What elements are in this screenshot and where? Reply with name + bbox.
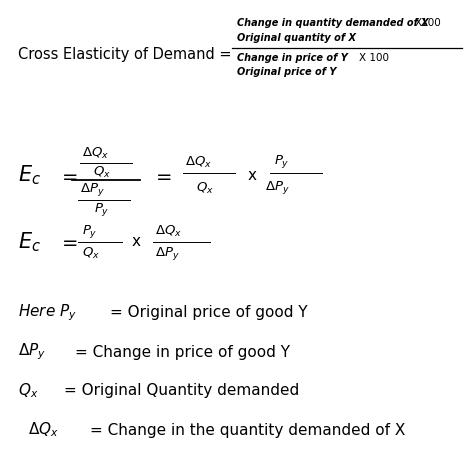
Text: $Q_x$: $Q_x$ [196, 180, 214, 195]
Text: $=$: $=$ [152, 166, 172, 185]
Text: $P_y$: $P_y$ [94, 202, 109, 219]
Text: Original quantity of X: Original quantity of X [237, 33, 356, 43]
Text: $Q_x$: $Q_x$ [93, 164, 111, 179]
Text: $Q_x$: $Q_x$ [82, 245, 100, 261]
Text: Cross Elasticity of Demand =: Cross Elasticity of Demand = [18, 48, 231, 62]
Text: $\Delta Q_x$: $\Delta Q_x$ [155, 223, 182, 238]
Text: Here $P_y$: Here $P_y$ [18, 303, 77, 323]
Text: = Change in the quantity demanded of X: = Change in the quantity demanded of X [90, 422, 405, 438]
Text: = Change in price of good Y: = Change in price of good Y [75, 345, 290, 360]
Text: $P_y$: $P_y$ [82, 222, 98, 239]
Text: X 100: X 100 [359, 53, 389, 63]
Text: $\Delta Q_x$: $\Delta Q_x$ [185, 154, 212, 169]
Text: $Q_x$: $Q_x$ [18, 382, 38, 400]
Text: $\Delta P_y$: $\Delta P_y$ [18, 342, 46, 362]
Text: $E_c$: $E_c$ [18, 230, 41, 254]
Text: $P_y$: $P_y$ [274, 153, 290, 170]
Text: = Original price of good Y: = Original price of good Y [110, 305, 308, 320]
Text: $=$: $=$ [58, 233, 78, 252]
Text: $\Delta Q_x$: $\Delta Q_x$ [82, 145, 109, 160]
Text: $\Delta P_y$: $\Delta P_y$ [265, 179, 290, 196]
Text: x: x [132, 235, 141, 250]
Text: Change in price of Y: Change in price of Y [237, 53, 348, 63]
Text: $=$: $=$ [58, 166, 78, 185]
Text: $E_c$: $E_c$ [18, 163, 41, 187]
Text: X100: X100 [415, 18, 442, 28]
Text: = Original Quantity demanded: = Original Quantity demanded [64, 383, 299, 398]
Text: $\Delta Q_x$: $\Delta Q_x$ [28, 421, 59, 439]
Text: $\Delta P_y$: $\Delta P_y$ [155, 244, 180, 261]
Text: Change in quantity demanded of X: Change in quantity demanded of X [237, 18, 429, 28]
Text: $\Delta P_y$: $\Delta P_y$ [80, 182, 105, 199]
Text: x: x [248, 168, 257, 183]
Text: Original price of Y: Original price of Y [237, 67, 337, 77]
